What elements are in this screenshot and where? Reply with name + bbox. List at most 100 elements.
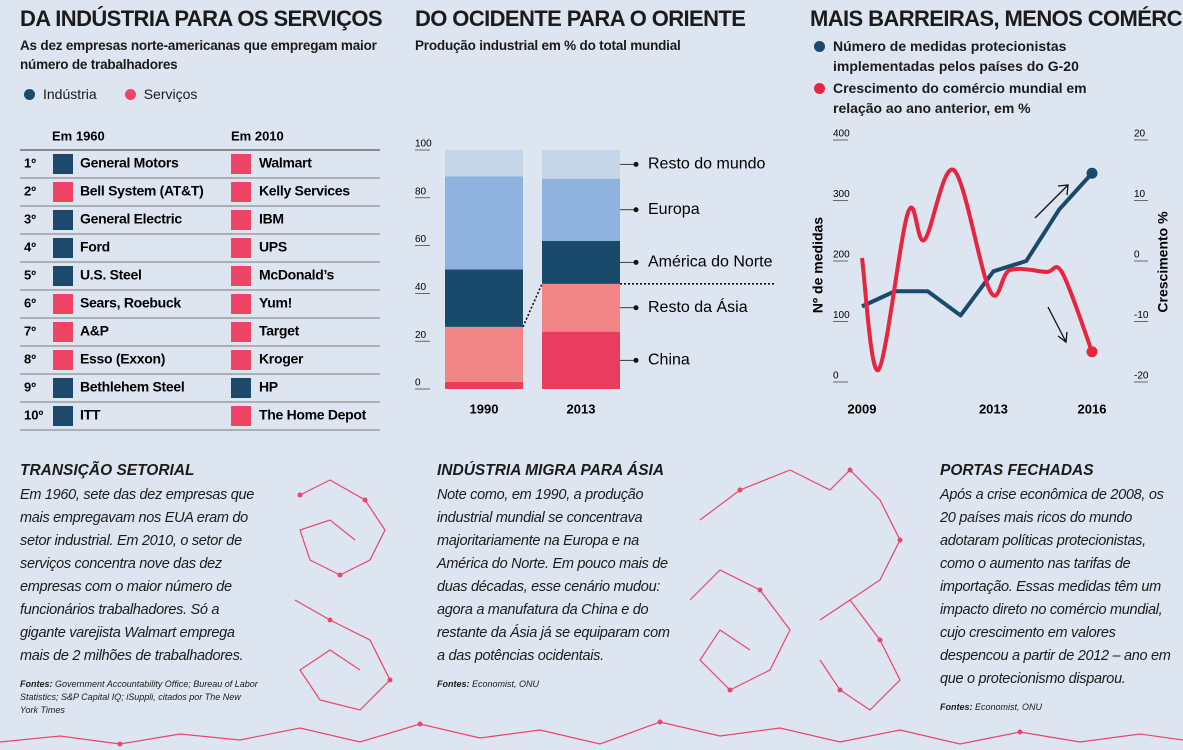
legend-item: Indústria — [24, 84, 97, 104]
sector-swatch — [53, 210, 73, 230]
company: The Home Depot — [259, 407, 367, 423]
company: Target — [259, 323, 300, 339]
sector-swatch — [231, 294, 251, 314]
segment-label: Europa — [648, 201, 700, 218]
leader-dot — [633, 207, 639, 213]
legend-item: Número de medidas protecionistas impleme… — [814, 36, 1114, 76]
company: Bethlehem Steel — [80, 379, 184, 395]
sector-swatch — [231, 266, 251, 286]
rank: 2º — [24, 183, 36, 198]
note: INDÚSTRIA MIGRA PARA ÁSIA Note como, em 1… — [437, 462, 677, 691]
rank: 6º — [24, 295, 36, 310]
company: General Electric — [80, 211, 182, 227]
company: General Motors — [80, 155, 179, 171]
sources-label: Fontes: — [20, 679, 53, 689]
y2-tick-label: -10 — [1134, 310, 1149, 321]
sector-swatch — [231, 210, 251, 230]
x-tick-label: 1990 — [470, 401, 499, 416]
leader-dot — [633, 161, 639, 167]
bar-segment — [542, 240, 620, 284]
end-dot — [1086, 167, 1098, 179]
legend: Número de medidas protecionistas impleme… — [814, 36, 1114, 120]
leader-dot — [633, 259, 639, 265]
line-series — [860, 167, 1094, 372]
column-header: Em 1960 — [52, 128, 105, 143]
company: McDonald’s — [259, 267, 335, 283]
legend-dot — [124, 89, 136, 100]
panel-subtitle: Produção industrial em % do total mundia… — [415, 38, 681, 53]
y2-tick-label: 0 — [1134, 250, 1140, 261]
note-heading: PORTAS FECHADAS — [940, 462, 1094, 479]
leader-dot — [633, 357, 639, 363]
y-axis-label: Nº de medidas — [810, 217, 826, 313]
sector-swatch — [53, 406, 73, 426]
sector-swatch — [53, 294, 73, 314]
note: TRANSIÇÃO SETORIAL Em 1960, sete das dez … — [20, 462, 258, 717]
sector-swatch — [53, 322, 73, 342]
sector-swatch — [231, 378, 251, 398]
company: HP — [259, 379, 278, 395]
sector-swatch — [53, 238, 73, 258]
x-tick-label: 2013 — [567, 401, 596, 416]
note-body: Note como, em 1990, a produção industria… — [437, 487, 670, 664]
legend-item: Crescimento do comércio mundial em relaç… — [814, 78, 1114, 118]
company: UPS — [259, 239, 287, 255]
panel-title: DA INDÚSTRIA PARA OS SERVIÇOS — [20, 6, 383, 31]
y-tick-label: 0 — [415, 378, 421, 389]
legend-item: Serviços — [124, 84, 198, 104]
y2-axis-label: Crescimento % — [1155, 211, 1171, 313]
end-dot — [1086, 346, 1098, 358]
company: Esso (Exxon) — [80, 351, 165, 367]
company: U.S. Steel — [80, 267, 142, 283]
bar-segment — [542, 331, 620, 389]
company: Sears, Roebuck — [80, 295, 181, 311]
company: Bell System (AT&T) — [80, 183, 203, 199]
y-tick-label: 20 — [415, 330, 427, 341]
company: A&P — [80, 323, 109, 339]
column-header: Em 2010 — [231, 128, 284, 143]
legend-dot — [814, 83, 825, 94]
legend-dot — [24, 89, 35, 100]
rank: 9º — [24, 379, 36, 394]
rank: 10º — [24, 407, 43, 422]
bar-segment — [445, 326, 523, 382]
y-tick-label: 60 — [415, 234, 427, 245]
x-tick-label: 2009 — [848, 401, 877, 416]
panel-subtitle: As dez empresas norte-americanas que emp… — [20, 38, 377, 72]
sources-text: Economist, ONU — [975, 702, 1043, 712]
sources: Fontes: Government Accountability Office… — [20, 678, 258, 717]
sources: Fontes: Economist, ONU — [940, 701, 1176, 714]
panel-title: DO OCIDENTE PARA O ORIENTE — [415, 6, 746, 31]
y-tick-label: 0 — [833, 371, 839, 382]
connector — [522, 283, 543, 328]
rank: 7º — [24, 323, 36, 338]
company: Yum! — [259, 295, 292, 311]
company: Kelly Services — [259, 183, 350, 199]
bar-segment — [445, 176, 523, 270]
sources: Fontes: Economist, ONU — [437, 678, 677, 691]
x-tick-label: 2013 — [979, 401, 1008, 416]
bar-segment — [445, 269, 523, 327]
company: Ford — [80, 239, 110, 255]
sector-swatch — [231, 406, 251, 426]
legend-label: Serviços — [143, 86, 198, 102]
sector-swatch — [53, 266, 73, 286]
bar-segment — [542, 150, 620, 179]
y2-tick-label: 10 — [1134, 189, 1146, 200]
x-tick-label: 2016 — [1078, 401, 1107, 416]
note-body: Após a crise econômica de 2008, os 20 pa… — [940, 487, 1171, 687]
sector-swatch — [231, 182, 251, 202]
sources-text: Government Accountability Office; Bureau… — [20, 679, 258, 715]
sector-swatch — [53, 154, 73, 174]
bar-segment — [542, 283, 620, 332]
trend-arrows — [1034, 184, 1069, 344]
sector-swatch — [53, 378, 73, 398]
sector-swatch — [53, 350, 73, 370]
sources-label: Fontes: — [437, 679, 470, 689]
note-heading: TRANSIÇÃO SETORIAL — [20, 462, 195, 479]
note-body: Em 1960, sete das dez empresas que mais … — [20, 487, 255, 664]
legend-label: Indústria — [43, 86, 97, 102]
legend-label: Número de medidas protecionistas impleme… — [833, 38, 1079, 74]
company: IBM — [259, 211, 284, 227]
sector-swatch — [231, 322, 251, 342]
